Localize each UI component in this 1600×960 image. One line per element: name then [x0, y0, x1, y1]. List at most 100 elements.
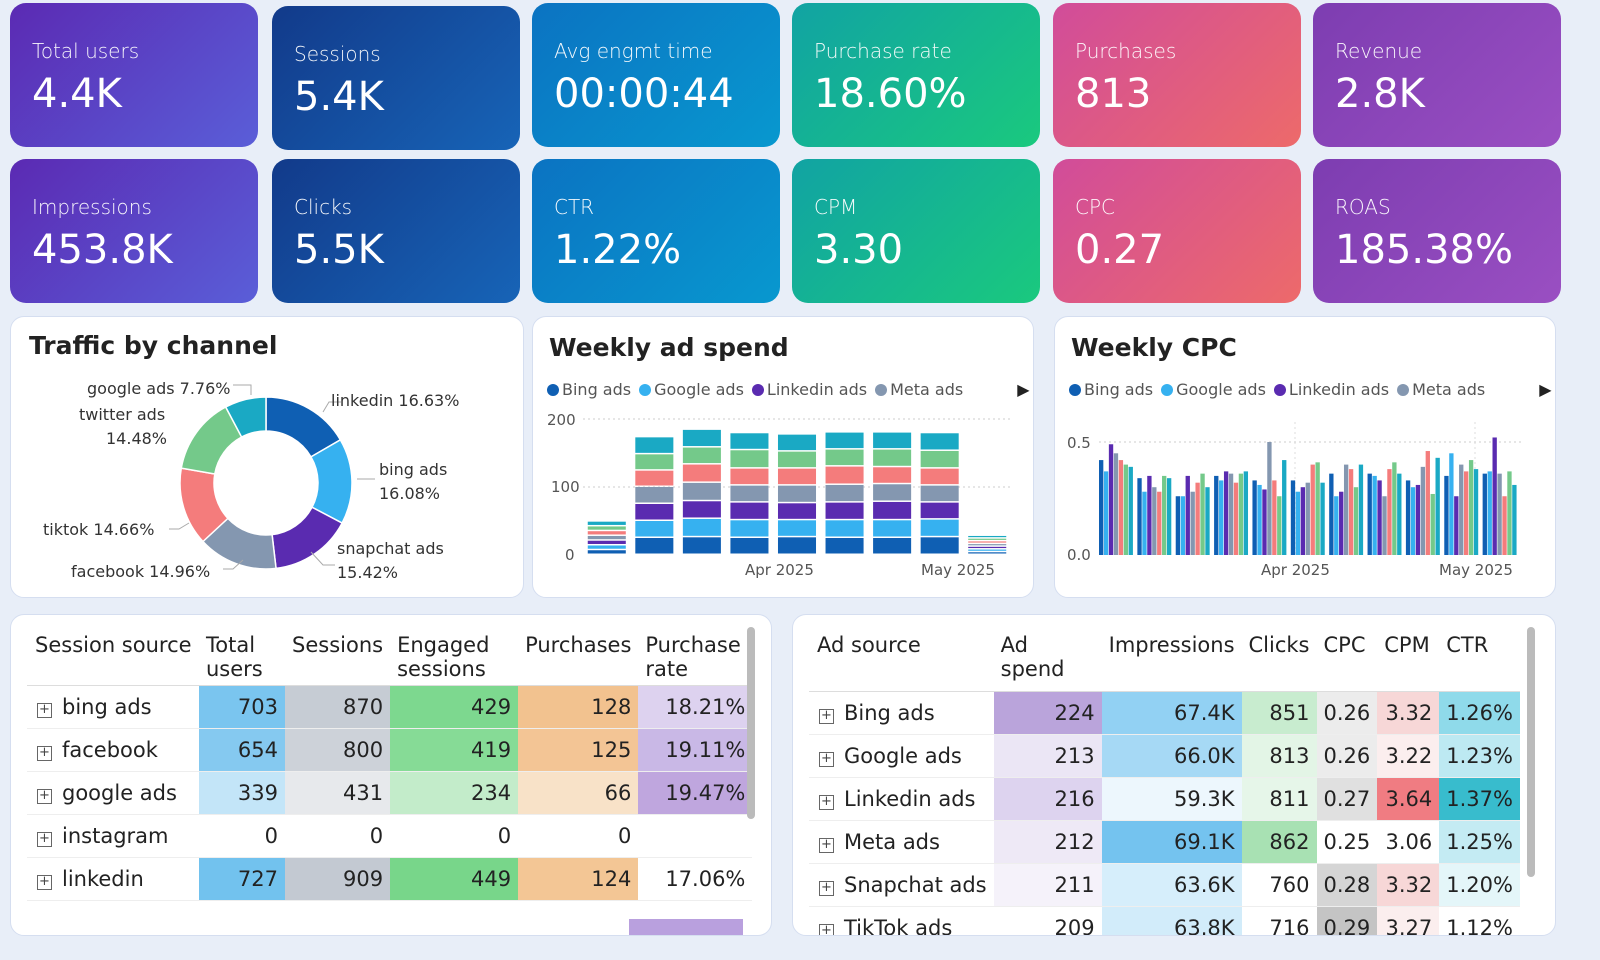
cpc-bar[interactable] — [1492, 437, 1497, 555]
ad-spend-bar-segment[interactable] — [682, 518, 721, 536]
cpc-bar[interactable] — [1238, 473, 1244, 555]
ad-spend-bar-segment[interactable] — [635, 454, 674, 470]
ad-spend-bar-segment[interactable] — [968, 538, 1007, 540]
column-header[interactable]: Ad source — [809, 629, 994, 691]
cpc-bar[interactable] — [1339, 491, 1344, 555]
ad-spend-bar-segment[interactable] — [873, 467, 912, 483]
ad-spend-bar-segment[interactable] — [920, 468, 959, 485]
cpc-bar[interactable] — [1315, 462, 1320, 555]
cpc-bar[interactable] — [1397, 473, 1402, 555]
cpc-bar[interactable] — [1223, 471, 1229, 555]
cpc-bar[interactable] — [1454, 496, 1459, 555]
cpc-bar[interactable] — [1410, 487, 1416, 555]
ad-spend-bar-segment[interactable] — [920, 537, 959, 554]
cpc-bar[interactable] — [1348, 469, 1354, 555]
cpc-bar[interactable] — [1108, 444, 1114, 555]
cpc-bar[interactable] — [1343, 464, 1349, 555]
ad-spend-bar-segment[interactable] — [777, 537, 817, 554]
cpc-bar[interactable] — [1468, 460, 1474, 555]
legend-item[interactable]: Bing ads — [547, 380, 631, 399]
column-header[interactable]: CTR — [1439, 629, 1520, 691]
column-header[interactable]: Total users — [199, 629, 285, 686]
cpc-bar[interactable] — [1166, 478, 1172, 555]
ad-spend-bar-segment[interactable] — [777, 434, 817, 451]
ad-spend-bar-segment[interactable] — [777, 485, 817, 502]
row-name-cell[interactable]: + google ads — [27, 771, 199, 815]
cpc-bar[interactable] — [1387, 469, 1392, 555]
table-row[interactable]: + Snapchat ads 211 63.6K 760 0.28 3.32 1.… — [809, 863, 1520, 907]
cpc-bar[interactable] — [1305, 482, 1310, 555]
cpc-bar[interactable] — [1459, 464, 1464, 555]
expand-icon[interactable]: + — [819, 794, 834, 810]
cpc-bar[interactable] — [1310, 464, 1315, 555]
table-row[interactable]: + instagram 0 0 0 0 — [27, 814, 753, 858]
cpc-bar[interactable] — [1415, 484, 1421, 555]
cpc-bar[interactable] — [1300, 487, 1306, 555]
ad-spend-bar-segment[interactable] — [920, 450, 959, 468]
ad-spend-bar-segment[interactable] — [587, 531, 626, 535]
cpc-bar[interactable] — [1200, 473, 1205, 555]
ad-spend-bar-segment[interactable] — [682, 501, 721, 518]
expand-icon[interactable]: + — [37, 832, 52, 847]
expand-icon[interactable]: + — [819, 837, 834, 853]
cpc-bar[interactable] — [1435, 457, 1440, 555]
row-name-cell[interactable]: + facebook — [27, 728, 199, 772]
legend-item[interactable]: Linkedin ads — [751, 380, 867, 399]
ad-spend-bar-segment[interactable] — [920, 433, 959, 450]
ad-spend-bar-segment[interactable] — [825, 520, 864, 537]
ad-spend-bar-segment[interactable] — [825, 432, 864, 449]
table-row[interactable]: + Meta ads 212 69.1K 862 0.25 3.06 1.25% — [809, 820, 1520, 864]
row-name-cell[interactable]: + Snapchat ads — [809, 863, 994, 907]
ad-spend-bar-segment[interactable] — [730, 468, 769, 485]
cpc-bar[interactable] — [1353, 487, 1359, 555]
cpc-bar[interactable] — [1430, 493, 1435, 555]
cpc-bar[interactable] — [1473, 469, 1479, 555]
cpc-bar[interactable] — [1482, 473, 1487, 555]
cpc-bar[interactable] — [1233, 482, 1239, 555]
ad-spend-bar-segment[interactable] — [682, 447, 721, 464]
cpc-bar[interactable] — [1128, 466, 1133, 555]
ad-spend-bar-segment[interactable] — [635, 538, 674, 554]
ad-spend-bar-segment[interactable] — [730, 502, 769, 519]
column-header[interactable]: CPC — [1317, 629, 1378, 691]
ad-spend-bar-segment[interactable] — [682, 482, 721, 500]
cpc-bar[interactable] — [1214, 475, 1219, 555]
cpc-bar[interactable] — [1099, 460, 1104, 555]
column-header[interactable]: Impressions — [1102, 629, 1242, 691]
ad-spend-chart[interactable]: 200 100 0 Apr 2025 May 2025 — [533, 317, 1035, 599]
expand-icon[interactable]: + — [819, 880, 834, 896]
ad-spend-bar-segment[interactable] — [968, 552, 1007, 554]
ad-spend-bar-segment[interactable] — [968, 541, 1007, 543]
cpc-bar[interactable] — [1320, 482, 1325, 555]
cpc-bar[interactable] — [1372, 475, 1377, 555]
table-scrollbar[interactable] — [747, 627, 755, 819]
cpc-bar[interactable] — [1152, 487, 1157, 555]
cpc-bar[interactable] — [1162, 475, 1167, 555]
ad-spend-bar-segment[interactable] — [873, 449, 912, 466]
cpc-bar[interactable] — [1358, 464, 1364, 555]
cpc-bar[interactable] — [1103, 471, 1109, 555]
cpc-bar[interactable] — [1195, 482, 1200, 555]
cpc-bar[interactable] — [1329, 473, 1334, 555]
ad-spend-bar-segment[interactable] — [873, 432, 912, 449]
row-name-cell[interactable]: + Meta ads — [809, 820, 994, 864]
ad-spend-bar-segment[interactable] — [730, 433, 769, 449]
cpc-bar[interactable] — [1267, 442, 1272, 555]
ad-spend-bar-segment[interactable] — [587, 540, 626, 544]
cpc-bar[interactable] — [1123, 464, 1128, 555]
ad-spend-bar-segment[interactable] — [682, 464, 721, 482]
row-name-cell[interactable]: + linkedin — [27, 857, 199, 901]
ad-spend-bar-segment[interactable] — [825, 484, 864, 502]
column-header[interactable]: Sessions — [285, 629, 390, 686]
ad-spend-bar-segment[interactable] — [968, 544, 1007, 546]
ad-spend-bar-segment[interactable] — [873, 484, 912, 501]
table-row[interactable]: + facebook 654 800 419 125 19.11% — [27, 728, 753, 772]
cpc-bar[interactable] — [1175, 496, 1181, 555]
cpc-bar[interactable] — [1118, 460, 1124, 555]
legend-next-arrow-icon[interactable]: ▶ — [1539, 380, 1552, 399]
cpc-bar[interactable] — [1392, 462, 1397, 555]
cpc-bar[interactable] — [1113, 453, 1119, 555]
cpc-bar[interactable] — [1405, 480, 1411, 555]
ad-spend-bar-segment[interactable] — [968, 549, 1007, 551]
ad-spend-bar-segment[interactable] — [777, 520, 817, 536]
